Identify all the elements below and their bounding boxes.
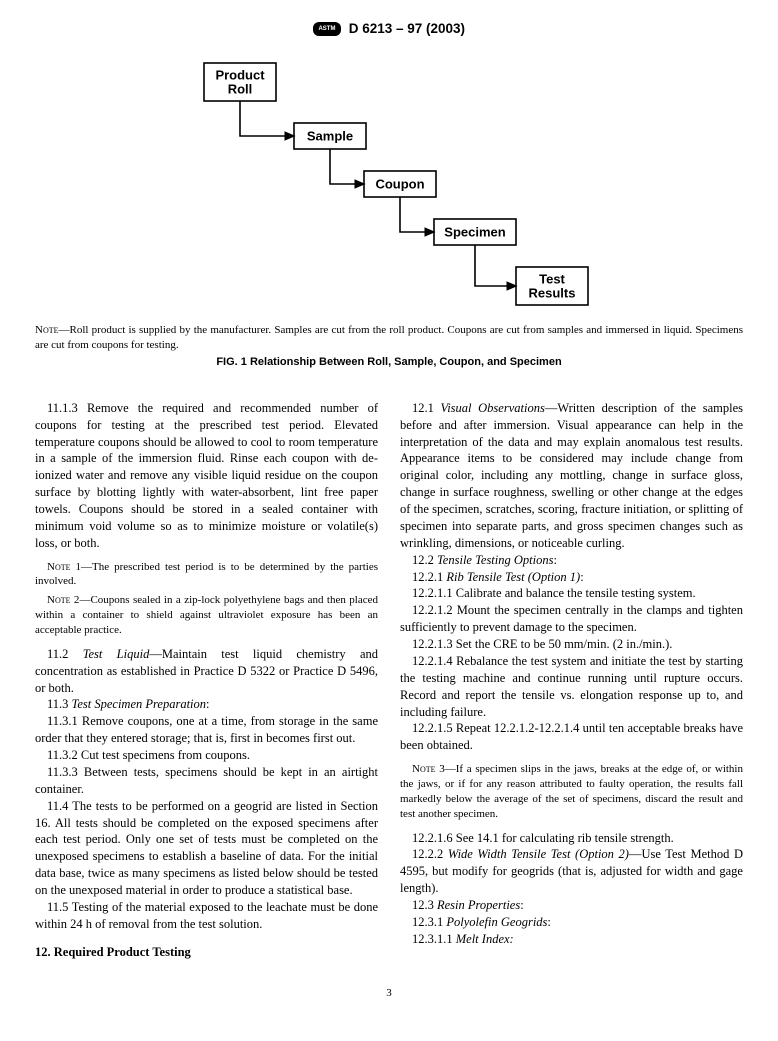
para-11-3-title: Test Specimen Preparation xyxy=(72,697,206,711)
para-12-2-2: 12.2.2 Wide Width Tensile Test (Option 2… xyxy=(400,846,743,897)
flowchart-diagram: ProductRoll Sample Coupon Specimen TestResul… xyxy=(154,53,624,313)
svg-text:Coupon: Coupon xyxy=(375,177,424,192)
para-12-2-2-title: Wide Width Tensile Test (Option 2) xyxy=(448,847,629,861)
para-12-2: 12.2 Tensile Testing Options: xyxy=(400,552,743,569)
section-12-title: 12. Required Product Testing xyxy=(35,944,378,961)
para-12-2-1-4: 12.2.1.4 Rebalance the test system and i… xyxy=(400,653,743,721)
para-12-2-1-2: 12.2.1.2 Mount the specimen centrally in… xyxy=(400,602,743,636)
para-11-3-num: 11.3 xyxy=(47,697,72,711)
page-header: D 6213 – 97 (2003) xyxy=(35,20,743,38)
para-12-2-1-5: 12.2.1.5 Repeat 12.2.1.2-12.2.1.4 until … xyxy=(400,720,743,754)
para-12-3-1-num: 12.3.1 xyxy=(412,915,446,929)
para-12-3-1-title: Polyolefin Geogrids xyxy=(446,915,547,929)
para-12-2-1-title: Rib Tensile Test (Option 1) xyxy=(446,570,580,584)
para-11-4: 11.4 The tests to be performed on a geog… xyxy=(35,798,378,899)
para-11-2-num: 11.2 xyxy=(47,647,83,661)
para-12-2-colon: : xyxy=(553,553,556,567)
page-number: 3 xyxy=(35,986,743,1001)
para-12-3-1-1-num: 12.3.1.1 xyxy=(412,932,456,946)
para-12-3-title: Resin Properties xyxy=(437,898,520,912)
para-12-2-1-num: 12.2.1 xyxy=(412,570,446,584)
note-2: Note 2—Coupons sealed in a zip-lock poly… xyxy=(35,593,378,638)
note-3-label: Note 3 xyxy=(412,763,445,775)
para-11-2-title: Test Liquid xyxy=(83,647,150,661)
para-12-1-num: 12.1 xyxy=(412,401,441,415)
figure-title: FIG. 1 Relationship Between Roll, Sample… xyxy=(35,355,743,370)
para-11-3-1: 11.3.1 Remove coupons, one at a time, fr… xyxy=(35,713,378,747)
para-12-2-title: Tensile Testing Options xyxy=(437,553,553,567)
svg-text:Product: Product xyxy=(215,68,265,83)
para-11-3: 11.3 Test Specimen Preparation: xyxy=(35,696,378,713)
para-12-3-1-1: 12.3.1.1 Melt Index: xyxy=(400,931,743,948)
para-12-3-colon: : xyxy=(520,898,523,912)
para-11-5: 11.5 Testing of the material exposed to … xyxy=(35,899,378,933)
astm-logo xyxy=(313,22,341,36)
note-label: Note xyxy=(35,324,59,336)
note-3-text: —If a specimen slips in the jaws, breaks… xyxy=(400,763,743,820)
note-2-text: —Coupons sealed in a zip-lock polyethyle… xyxy=(35,594,378,636)
para-12-1-text: —Written description of the samples befo… xyxy=(400,401,743,550)
para-12-3-1-colon: : xyxy=(547,915,550,929)
para-12-2-1: 12.2.1 Rib Tensile Test (Option 1): xyxy=(400,569,743,586)
para-12-2-1-3: 12.2.1.3 Set the CRE to be 50 mm/min. (2… xyxy=(400,636,743,653)
para-12-2-1-6: 12.2.1.6 See 14.1 for calculating rib te… xyxy=(400,830,743,847)
para-11-3-colon: : xyxy=(206,697,209,711)
para-12-3-1-1-title: Melt Index: xyxy=(456,932,514,946)
body-columns: 11.1.3 Remove the required and recommend… xyxy=(35,400,743,961)
svg-text:Roll: Roll xyxy=(228,82,253,97)
figure-note: Note—Roll product is supplied by the man… xyxy=(35,323,743,353)
para-12-2-2-num: 12.2.2 xyxy=(412,847,448,861)
para-12-1: 12.1 Visual Observations—Written descrip… xyxy=(400,400,743,552)
para-11-3-2: 11.3.2 Cut test specimens from coupons. xyxy=(35,747,378,764)
para-12-1-title: Visual Observations xyxy=(441,401,545,415)
para-11-2: 11.2 Test Liquid—Maintain test liquid ch… xyxy=(35,646,378,697)
note-1-text: —The prescribed test period is to be det… xyxy=(35,561,378,588)
note-text: —Roll product is supplied by the manufac… xyxy=(35,324,743,351)
para-11-3-3: 11.3.3 Between tests, specimens should b… xyxy=(35,764,378,798)
standard-number: D 6213 – 97 (2003) xyxy=(349,21,465,36)
svg-text:Test: Test xyxy=(539,272,565,287)
para-12-3-num: 12.3 xyxy=(412,898,437,912)
para-12-3-1: 12.3.1 Polyolefin Geogrids: xyxy=(400,914,743,931)
para-12-3: 12.3 Resin Properties: xyxy=(400,897,743,914)
para-12-2-num: 12.2 xyxy=(412,553,437,567)
svg-text:Sample: Sample xyxy=(307,129,353,144)
note-1: Note 1—The prescribed test period is to … xyxy=(35,560,378,590)
svg-text:Specimen: Specimen xyxy=(444,225,505,240)
para-12-2-1-1: 12.2.1.1 Calibrate and balance the tensi… xyxy=(400,585,743,602)
svg-text:Results: Results xyxy=(529,286,576,301)
para-11-1-3: 11.1.3 Remove the required and recommend… xyxy=(35,400,378,552)
para-12-2-1-colon: : xyxy=(580,570,583,584)
note-1-label: Note 1 xyxy=(47,561,81,573)
note-3: Note 3—If a specimen slips in the jaws, … xyxy=(400,762,743,821)
note-2-label: Note 2 xyxy=(47,594,79,606)
